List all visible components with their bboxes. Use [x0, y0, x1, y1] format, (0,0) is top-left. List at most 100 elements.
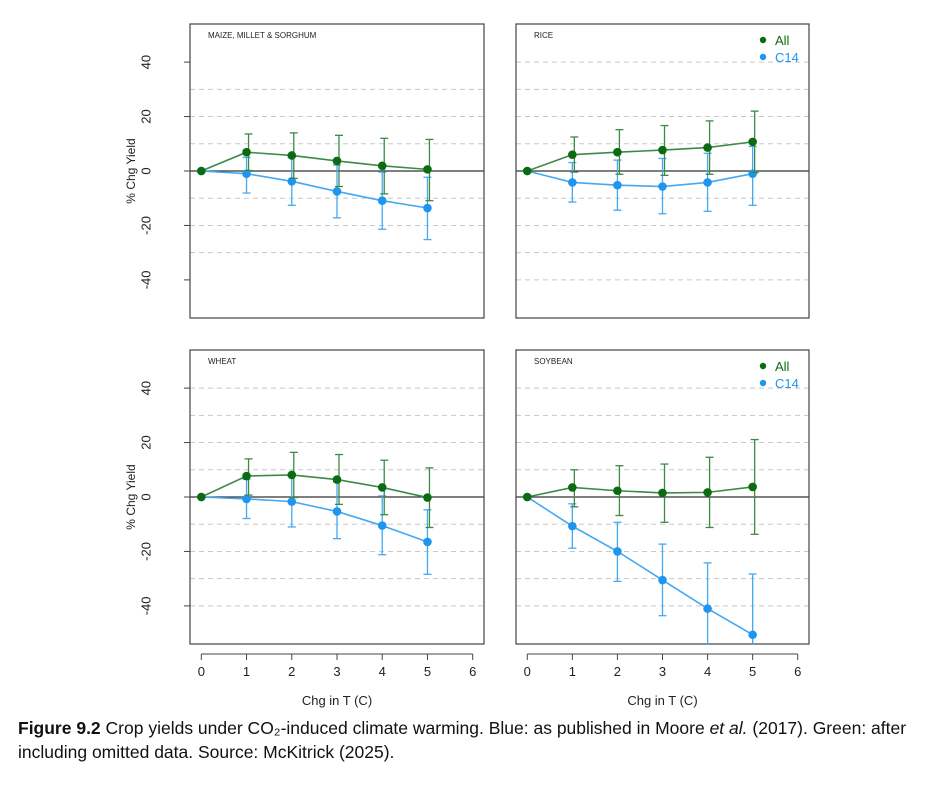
y-tick-label: 20 — [139, 435, 154, 449]
legend-label-all: All — [775, 359, 790, 374]
data-point — [377, 196, 387, 205]
plot-frame — [515, 349, 810, 645]
data-point — [703, 604, 712, 613]
x-tick-label: 6 — [794, 664, 801, 679]
legend-marker-c14 — [759, 379, 767, 387]
data-point — [748, 169, 757, 179]
x-tick-label: 0 — [524, 664, 531, 679]
y-tick-label: -40 — [139, 270, 154, 289]
series-all — [197, 451, 434, 529]
data-point — [568, 521, 577, 531]
data-point — [522, 492, 532, 502]
x-tick-label: 3 — [659, 664, 666, 679]
data-point — [377, 483, 387, 492]
data-point — [703, 178, 712, 187]
y-tick-label: 0 — [139, 167, 154, 174]
data-point — [748, 630, 757, 640]
panel-title: WHEAT — [208, 357, 236, 366]
legend-label-c14: C14 — [775, 376, 799, 391]
data-point — [377, 161, 387, 171]
data-point — [703, 488, 712, 497]
data-point — [658, 488, 667, 498]
data-point — [748, 482, 757, 492]
legend-marker-all — [759, 36, 767, 44]
data-point — [197, 492, 206, 502]
y-tick-label: -20 — [139, 216, 154, 235]
data-point — [332, 475, 342, 484]
data-point — [613, 547, 622, 556]
x-tick-label: 2 — [614, 664, 621, 679]
x-tick-label: 4 — [704, 664, 711, 679]
series-line — [527, 486, 753, 498]
data-point — [287, 151, 297, 160]
data-point — [568, 150, 577, 159]
x-tick-label: 2 — [288, 664, 295, 679]
y-tick-label: -20 — [139, 542, 154, 561]
x-tick-label: 4 — [379, 664, 386, 679]
data-point — [197, 166, 206, 176]
plot-area — [522, 110, 759, 215]
x-tick-label: 3 — [333, 664, 340, 679]
series-c14 — [197, 156, 432, 241]
series-line — [526, 496, 754, 636]
legend-label-all: All — [775, 33, 790, 48]
caption-label: Figure 9.2 — [18, 718, 101, 738]
y-axis-label: % Chg Yield — [124, 464, 138, 529]
x-tick-label: 5 — [749, 664, 756, 679]
data-point — [242, 147, 251, 157]
x-axis-label: Chg in T (C) — [302, 693, 372, 708]
series-line — [201, 151, 428, 172]
series-line — [526, 141, 753, 172]
y-tick-label: 20 — [139, 109, 154, 123]
data-point — [423, 537, 432, 547]
x-tick-label: 1 — [569, 664, 576, 679]
data-point — [242, 169, 251, 179]
x-tick-label: 0 — [198, 664, 205, 679]
data-point — [703, 143, 712, 152]
y-tick-label: 0 — [139, 493, 154, 500]
y-tick-label: 40 — [139, 55, 154, 69]
data-point — [522, 166, 532, 176]
data-point — [332, 156, 342, 166]
data-point — [287, 470, 297, 480]
series-all — [197, 132, 434, 202]
caption-italic: et al. — [709, 718, 748, 738]
data-point — [242, 471, 251, 481]
data-point — [332, 507, 342, 516]
plot-area — [522, 438, 759, 644]
panel-maize-millet-sorghum: MAIZE, MILLET & SORGHUM -40 -20 0 20 40 % Chg … — [124, 23, 485, 319]
legend-marker-all — [759, 362, 767, 370]
data-point — [423, 493, 432, 502]
data-point — [613, 180, 622, 190]
data-point — [568, 178, 577, 187]
y-axis-label: % Chg Yield — [124, 138, 138, 203]
data-point — [377, 521, 387, 530]
series-c14 — [522, 492, 757, 644]
data-point — [658, 575, 667, 585]
data-point — [658, 182, 667, 191]
y-tick-label: 40 — [139, 381, 154, 395]
data-point — [423, 203, 432, 213]
data-point — [287, 177, 297, 186]
panel-title: RICE — [534, 31, 553, 40]
panel-title: SOYBEAN — [534, 357, 573, 366]
series-line — [200, 474, 428, 499]
data-point — [613, 147, 622, 157]
series-all — [522, 110, 759, 177]
plot-area — [197, 132, 434, 241]
x-tick-label: 6 — [469, 664, 476, 679]
series-all — [522, 438, 759, 535]
x-axis-label: Chg in T (C) — [627, 693, 697, 708]
x-tick-label: 1 — [243, 664, 250, 679]
plot-area — [197, 451, 434, 575]
data-point — [423, 165, 432, 174]
legend-marker-c14 — [759, 53, 767, 61]
y-tick-label: -40 — [139, 596, 154, 615]
data-point — [287, 497, 297, 506]
series-line — [527, 170, 753, 188]
panel-title: MAIZE, MILLET & SORGHUM — [208, 31, 317, 40]
data-point — [748, 137, 757, 147]
data-point — [242, 494, 251, 504]
series-line — [201, 496, 428, 543]
